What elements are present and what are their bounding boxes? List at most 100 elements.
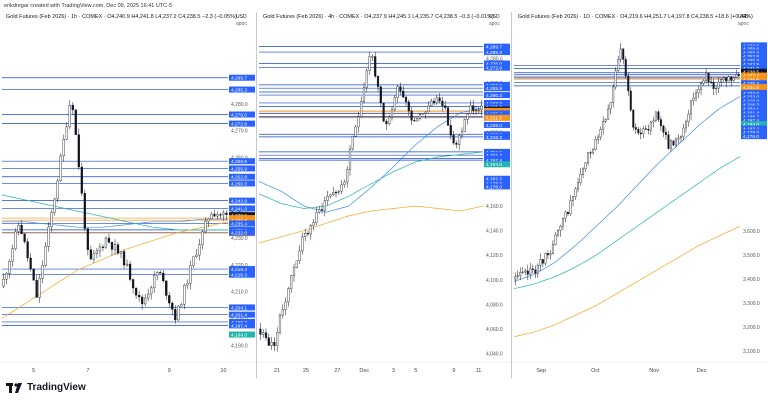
candle-body: [416, 118, 419, 122]
candle-body: [41, 265, 44, 279]
candle-body: [332, 192, 335, 195]
candle-body: [225, 212, 228, 215]
price-label-box: [229, 180, 255, 187]
price-label-text: 4,194.0: [743, 122, 759, 128]
x-tick-label: 27: [334, 368, 340, 374]
candle-body: [589, 152, 592, 154]
candle-body: [438, 97, 441, 102]
candle-body: [732, 77, 735, 81]
price-label-box: [484, 49, 510, 56]
candle-body: [26, 241, 29, 259]
price-label-text: 4,235.4: [231, 221, 247, 227]
candle-body: [396, 86, 399, 98]
candle-body: [17, 225, 20, 232]
panel-divider: [511, 12, 512, 378]
moving-average-line: [513, 156, 741, 290]
candle-body: [134, 287, 138, 296]
moving-average-line: [258, 107, 484, 213]
price-label-box: [741, 125, 767, 132]
candle-body: [83, 193, 87, 229]
candle-body: [647, 129, 650, 131]
candle-body: [270, 342, 273, 346]
candle-body: [700, 83, 703, 90]
candle-body: [306, 232, 310, 235]
candle-body: [89, 249, 93, 260]
candle-body: [159, 272, 162, 274]
y-tick-label: 4,100.0: [486, 278, 503, 284]
price-label-text: 4,194.0: [486, 162, 502, 168]
currency-label: USD apoc: [236, 14, 247, 27]
candle-body: [685, 121, 687, 129]
panel-divider: [256, 12, 257, 378]
y-tick-label: 4,140.0: [486, 229, 503, 235]
price-label-box: [229, 217, 255, 224]
price-label-box: [741, 101, 767, 108]
candle-body: [644, 128, 647, 130]
candle-body: [667, 134, 670, 149]
candle-body: [526, 270, 529, 275]
candle-body: [659, 119, 662, 127]
candle-body: [38, 277, 41, 298]
x-tick-label: 9: [168, 368, 171, 374]
candle-body: [5, 273, 8, 280]
price-label-text: 4,241.0: [231, 206, 247, 212]
candle-body: [430, 100, 433, 107]
candle-body: [216, 214, 219, 217]
candle-body: [74, 109, 77, 135]
candle-body: [113, 244, 117, 250]
candle-body: [351, 136, 354, 150]
candle-body: [720, 79, 723, 83]
candle-body: [514, 276, 517, 280]
candle-body: [546, 253, 549, 256]
candle-body: [418, 114, 422, 119]
price-label-text: 4,258.6: [231, 159, 247, 165]
candle-body: [617, 59, 620, 71]
y-tick-label: 4,040.0: [486, 352, 503, 358]
price-label-box: [741, 121, 767, 128]
candle-body: [32, 268, 35, 281]
candle-body: [477, 109, 480, 111]
candle-body: [388, 116, 391, 125]
candle-body: [77, 134, 80, 168]
panel-title: Gold Futures (Feb 2026) · 4h · COMEX · O…: [263, 14, 494, 20]
candle-body: [722, 77, 725, 80]
candle-body: [544, 253, 547, 264]
price-label-box: [229, 165, 255, 172]
y-tick-label: 4,230.0: [231, 236, 248, 242]
candle-body: [295, 260, 298, 268]
candle-body: [474, 109, 478, 112]
price-label-box: [229, 74, 255, 81]
panel-1h[interactable]: Gold Futures (Feb 2026) · 1h · COMEX · O…: [0, 12, 256, 378]
candle-body: [337, 190, 340, 193]
candle-body: [424, 111, 427, 114]
candle-body: [554, 234, 557, 245]
candle-body: [642, 128, 645, 135]
candle-body: [677, 137, 680, 140]
currency-label: USD apoc: [738, 14, 749, 27]
price-label-box: [741, 49, 767, 56]
candle-body: [376, 76, 380, 87]
candle-body: [624, 59, 627, 77]
candle-body: [672, 140, 675, 146]
price-label-box: [484, 152, 510, 159]
candle-body: [730, 76, 733, 81]
candle-body: [180, 304, 183, 307]
y-tick-label: 3,500.0: [743, 253, 760, 259]
candle-body: [446, 107, 450, 126]
candle-body: [119, 251, 123, 254]
panel-4h[interactable]: Gold Futures (Feb 2026) · 4h · COMEX · O…: [257, 12, 511, 378]
moving-average-line: [513, 225, 741, 338]
candle-body: [315, 212, 318, 223]
candle-body: [104, 237, 108, 248]
x-tick-label: 21: [274, 368, 280, 374]
panel-1d[interactable]: Gold Futures (Feb 2026) · 1D · COMEX · O…: [512, 12, 768, 378]
candle-body: [374, 56, 377, 77]
tradingview-logo[interactable]: TradingView: [6, 382, 86, 393]
candle-body: [455, 142, 458, 145]
candle-body: [612, 86, 615, 103]
price-label-text: 4,201.4: [231, 313, 247, 319]
candle-body: [59, 155, 62, 182]
price-label-text: 4,285.3: [231, 87, 247, 93]
price-label-box: [229, 229, 255, 236]
price-label-box: [741, 42, 767, 49]
